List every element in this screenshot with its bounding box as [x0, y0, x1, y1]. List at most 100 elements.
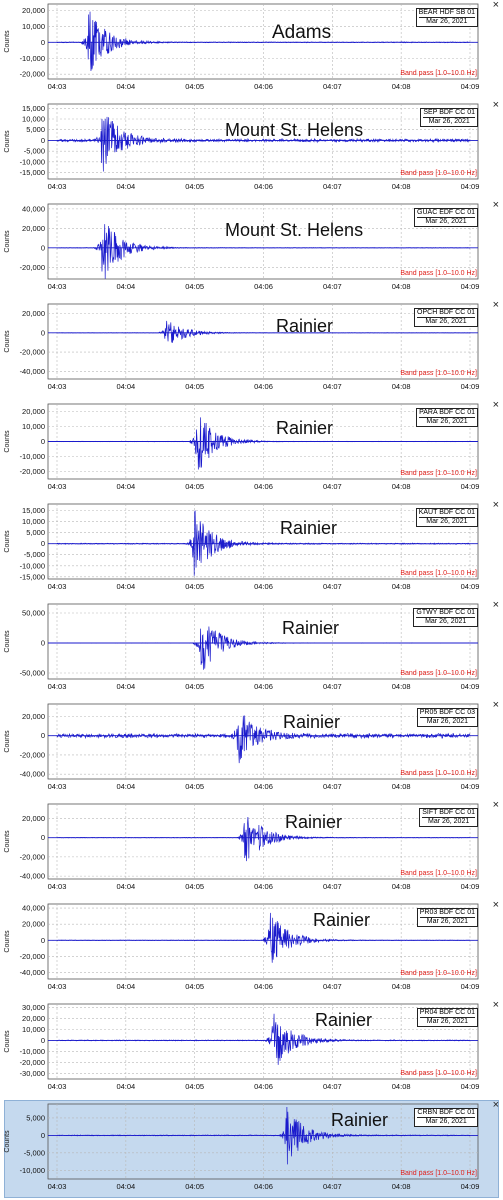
- y-tick-label: -10,000: [20, 452, 45, 461]
- x-tick-label: 04:08: [392, 182, 411, 191]
- seismogram-panel-opch[interactable]: 04:03 04:04 04:05 04:06 04:07 04:08 04:09 20,00…: [0, 300, 503, 400]
- y-tick-label: 10,000: [22, 1025, 45, 1034]
- station-date: Mar 26, 2021: [418, 517, 475, 526]
- y-tick-label: -20,000: [20, 70, 45, 79]
- x-tick-label: 04:05: [185, 282, 204, 291]
- x-tick-label: 04:08: [392, 482, 411, 491]
- station-date: Mar 26, 2021: [416, 617, 475, 626]
- x-tick-label: 04:07: [323, 682, 342, 691]
- x-tick-label: 04:05: [185, 82, 204, 91]
- close-icon[interactable]: ×: [492, 199, 499, 211]
- station-date: Mar 26, 2021: [419, 417, 475, 426]
- x-tick-label: 04:04: [116, 982, 135, 991]
- y-tick-label: -5,000: [24, 147, 45, 156]
- x-tick-label: 04:07: [323, 882, 342, 891]
- station-date: Mar 26, 2021: [417, 317, 475, 326]
- filter-label: Band pass [1.0–10.0 Hz]: [400, 1170, 477, 1177]
- x-tick-label: 04:05: [185, 482, 204, 491]
- plot-frame: [47, 1103, 479, 1180]
- seismogram-panel-kaut[interactable]: 04:03 04:04 04:05 04:06 04:07 04:08 04:09 15,00…: [0, 500, 503, 600]
- station-stamp: SEP BDF CC 01 Mar 26, 2021: [420, 108, 478, 127]
- volcano-label: Adams: [272, 22, 332, 43]
- x-tick-label: 04:04: [116, 82, 135, 91]
- x-tick-label: 04:09: [461, 982, 480, 991]
- seismogram-panel-guac[interactable]: 04:03 04:04 04:05 04:06 04:07 04:08 04:09 40,00…: [0, 200, 503, 300]
- close-icon[interactable]: ×: [492, 99, 499, 111]
- seismogram-plot: 04:03 04:04 04:05 04:06 04:07 04:08 04:09 30,00…: [4, 1003, 479, 1091]
- seismogram-plot: 04:03 04:04 04:05 04:06 04:07 04:08 04:09 20,00…: [4, 303, 479, 391]
- y-tick-label: -5,000: [24, 550, 45, 559]
- y-tick-label: 10,000: [22, 517, 45, 526]
- y-tick-label: 5,000: [26, 528, 45, 537]
- close-icon[interactable]: ×: [492, 499, 499, 511]
- filter-label: Band pass [1.0–10.0 Hz]: [400, 270, 477, 277]
- y-tick-label: 20,000: [22, 920, 45, 929]
- close-icon[interactable]: ×: [492, 999, 499, 1011]
- volcano-label: Mount St. Helens: [225, 220, 364, 240]
- x-tick-label: 04:06: [254, 82, 273, 91]
- x-tick-label: 04:05: [185, 682, 204, 691]
- x-tick-label: 04:06: [254, 882, 273, 891]
- seismogram-panel-para[interactable]: 04:03 04:04 04:05 04:06 04:07 04:08 04:09 20,00…: [0, 400, 503, 500]
- station-code: KAUT BDF CC 01: [418, 509, 475, 516]
- close-icon[interactable]: ×: [492, 0, 499, 11]
- seismogram-panel-pr05[interactable]: 04:03 04:04 04:05 04:06 04:07 04:08 04:09 20,00…: [0, 700, 503, 800]
- x-tick-label: 04:07: [323, 282, 342, 291]
- y-tick-label: 0: [41, 38, 45, 47]
- station-date: Mar 26, 2021: [417, 217, 475, 226]
- station-stamp: PR03 BDF CC 01 Mar 26, 2021: [416, 908, 478, 927]
- y-axis-label: Counts: [4, 830, 11, 853]
- y-tick-label: -40,000: [20, 367, 45, 376]
- y-tick-label: -15,000: [20, 168, 45, 177]
- y-tick-label: 20,000: [22, 814, 45, 823]
- seismogram-panel-pr03[interactable]: 04:03 04:04 04:05 04:06 04:07 04:08 04:09 40,00…: [0, 900, 503, 1000]
- x-tick-label: 04:05: [185, 882, 204, 891]
- x-tick-label: 04:06: [254, 582, 273, 591]
- seismogram-panel-gtwy[interactable]: 04:03 04:04 04:05 04:06 04:07 04:08 04:09 50,00…: [0, 600, 503, 700]
- seismogram-panel-bear[interactable]: 04:03 04:04 04:05 04:06 04:07 04:08 04:09 20,00…: [0, 0, 503, 100]
- close-icon[interactable]: ×: [492, 599, 499, 611]
- x-tick-label: 04:09: [461, 682, 480, 691]
- y-axis-label: Counts: [4, 130, 11, 153]
- station-code: SEP BDF CC 01: [423, 109, 475, 116]
- y-axis-label: Counts: [4, 730, 11, 753]
- seismogram-panel-pr04[interactable]: 04:03 04:04 04:05 04:06 04:07 04:08 04:09 30,00…: [0, 1000, 503, 1100]
- x-tick-label: 04:03: [48, 282, 67, 291]
- seismogram-panel-crbn[interactable]: 04:03 04:04 04:05 04:06 04:07 04:08 04:09 5,000…: [0, 1100, 503, 1200]
- x-tick-label: 04:07: [323, 1082, 342, 1091]
- y-tick-label: 20,000: [22, 309, 45, 318]
- seismogram-panel-sift[interactable]: 04:03 04:04 04:05 04:06 04:07 04:08 04:09 20,00…: [0, 800, 503, 900]
- seismogram-panel-sep[interactable]: 04:03 04:04 04:05 04:06 04:07 04:08 04:09 15,00…: [0, 100, 503, 200]
- seismogram-plot: 04:03 04:04 04:05 04:06 04:07 04:08 04:09 15,00…: [4, 103, 480, 191]
- close-icon[interactable]: ×: [492, 799, 499, 811]
- x-tick-label: 04:03: [48, 182, 67, 191]
- volcano-label: Rainier: [315, 1010, 373, 1030]
- close-icon[interactable]: ×: [492, 699, 499, 711]
- x-tick-label: 04:08: [392, 582, 411, 591]
- station-code: GTWY BDF CC 01: [416, 609, 475, 616]
- y-axis-label: Counts: [4, 930, 11, 953]
- filter-label: Band pass [1.0–10.0 Hz]: [400, 870, 477, 877]
- x-tick-label: 04:04: [116, 682, 135, 691]
- filter-label: Band pass [1.0–10.0 Hz]: [400, 170, 477, 177]
- y-tick-label: -10,000: [20, 1166, 45, 1175]
- x-tick-label: 04:08: [392, 382, 411, 391]
- close-icon[interactable]: ×: [492, 1099, 499, 1111]
- plot-frame: [47, 303, 479, 380]
- close-icon[interactable]: ×: [492, 399, 499, 411]
- x-tick-label: 04:06: [254, 482, 273, 491]
- x-tick-label: 04:08: [392, 82, 411, 91]
- y-tick-label: -10,000: [20, 1047, 45, 1056]
- filter-label: Band pass [1.0–10.0 Hz]: [400, 570, 477, 577]
- y-tick-label: 0: [41, 639, 45, 648]
- x-tick-label: 04:09: [461, 182, 480, 191]
- station-stamp: BEAR HDF SB 01 Mar 26, 2021: [415, 8, 478, 27]
- x-tick-label: 04:09: [461, 882, 480, 891]
- filter-label: Band pass [1.0–10.0 Hz]: [400, 470, 477, 477]
- y-axis-label: Counts: [4, 330, 11, 353]
- close-icon[interactable]: ×: [492, 899, 499, 911]
- close-icon[interactable]: ×: [492, 299, 499, 311]
- station-stamp: OPCH BDF CC 01 Mar 26, 2021: [414, 308, 478, 327]
- y-axis-label: Counts: [4, 1130, 11, 1153]
- x-tick-label: 04:08: [392, 1182, 411, 1191]
